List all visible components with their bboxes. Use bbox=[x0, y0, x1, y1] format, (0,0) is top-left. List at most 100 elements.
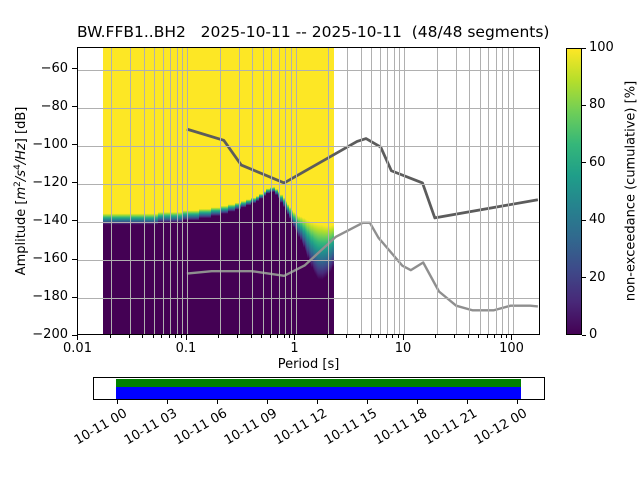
ppsd-histogram-column bbox=[241, 48, 247, 334]
grid-line-vertical bbox=[502, 48, 503, 334]
x-tick-label: 0.1 bbox=[175, 341, 197, 356]
ppsd-histogram-column bbox=[251, 48, 257, 334]
grid-line-vertical bbox=[379, 48, 381, 334]
y-tick-label: −200 bbox=[32, 327, 68, 342]
x-minor-tick-mark bbox=[109, 335, 111, 338]
grid-line-horizontal bbox=[78, 221, 539, 223]
x-minor-tick-mark bbox=[500, 335, 502, 338]
grid-line-horizontal bbox=[78, 107, 539, 109]
x-minor-tick-mark bbox=[486, 335, 488, 338]
x-tick-mark bbox=[511, 335, 512, 340]
grid-line-vertical bbox=[252, 48, 254, 334]
ppsd-histogram-layer bbox=[78, 48, 539, 334]
ppsd-histogram-column bbox=[311, 48, 314, 334]
grid-line-vertical bbox=[393, 48, 395, 334]
grid-line-vertical bbox=[182, 48, 183, 334]
ppsd-histogram-column bbox=[285, 48, 288, 334]
y-tick-mark bbox=[72, 334, 77, 336]
x-minor-tick-mark bbox=[250, 335, 252, 338]
grid-line-vertical bbox=[387, 48, 389, 334]
grid-line-vertical bbox=[512, 48, 514, 334]
colorbar-label: non-exceedance (cumulative) [%] bbox=[623, 80, 639, 302]
x-minor-tick-mark bbox=[392, 335, 393, 338]
colorbar-tick-mark bbox=[582, 219, 586, 221]
x-minor-tick-mark bbox=[467, 335, 469, 338]
ppsd-histogram-column bbox=[323, 48, 325, 334]
ppsd-histogram-column bbox=[313, 48, 316, 334]
x-minor-tick-mark bbox=[494, 335, 496, 338]
ppsd-histogram-column bbox=[182, 48, 200, 334]
nhnm-line bbox=[186, 127, 539, 220]
x-minor-tick-mark bbox=[378, 335, 380, 338]
grid-line-vertical bbox=[469, 48, 471, 334]
x-tick-mark bbox=[77, 335, 78, 340]
ppsd-histogram-column bbox=[287, 48, 290, 334]
colorbar-tick-mark bbox=[582, 334, 586, 336]
timeline-tick-label: 10-11 06 bbox=[171, 406, 230, 449]
y-tick-label: −80 bbox=[40, 98, 68, 114]
grid-line-vertical bbox=[479, 48, 481, 334]
y-tick-mark bbox=[72, 182, 77, 184]
timeline-tick-mark bbox=[217, 400, 218, 404]
timeline-tick-mark bbox=[417, 400, 418, 404]
timeline-tick-mark bbox=[517, 400, 518, 404]
x-minor-tick-mark bbox=[261, 335, 263, 338]
grid-line-vertical bbox=[328, 48, 330, 334]
colorbar-tick-label: 20 bbox=[589, 269, 606, 285]
ppsd-histogram-column bbox=[308, 48, 311, 334]
grid-line-vertical bbox=[488, 48, 490, 334]
ppsd-histogram-column bbox=[293, 48, 296, 334]
ppsd-histogram-column bbox=[326, 48, 328, 334]
ppsd-histogram-column bbox=[228, 48, 236, 334]
x-minor-tick-mark bbox=[326, 335, 328, 338]
plot-title: BW.FFB1..BH2 2025-10-11 -- 2025-10-11 (4… bbox=[77, 23, 550, 41]
grid-line-vertical bbox=[371, 48, 373, 334]
ppsd-histogram-column bbox=[321, 48, 324, 334]
ppsd-histogram-column bbox=[296, 48, 299, 334]
grid-line-vertical bbox=[262, 48, 264, 334]
grid-line-horizontal bbox=[78, 183, 539, 185]
x-minor-tick-mark bbox=[277, 335, 279, 338]
timeline-tick-label: 10-11 03 bbox=[121, 406, 180, 449]
noise-model-layer bbox=[186, 127, 539, 312]
x-minor-tick-mark bbox=[269, 335, 271, 338]
x-axis-label: Period [s] bbox=[277, 357, 340, 372]
ppsd-histogram-column bbox=[312, 48, 315, 334]
timeline-tick-mark bbox=[367, 400, 368, 404]
grid-line-horizontal bbox=[78, 298, 539, 299]
y-tick-label: −140 bbox=[32, 212, 68, 228]
grid-line-vertical bbox=[271, 48, 273, 334]
y-tick-mark bbox=[72, 296, 77, 298]
colorbar-tick-mark bbox=[582, 277, 586, 279]
timeline-tick-label: 10-11 12 bbox=[271, 406, 330, 449]
grid-line-vertical bbox=[285, 48, 286, 334]
y-tick-label: −120 bbox=[32, 174, 68, 190]
timeline-extent-bar bbox=[116, 387, 521, 399]
ppsd-histogram-column bbox=[266, 48, 271, 334]
ppsd-histogram-column bbox=[246, 48, 252, 334]
x-minor-tick-mark bbox=[369, 335, 371, 338]
ppsd-histogram-column bbox=[331, 48, 333, 334]
timeline-tick-label: 10-11 18 bbox=[371, 406, 430, 449]
x-tick-label: 100 bbox=[499, 341, 524, 356]
timeline-tick-label: 10-12 00 bbox=[471, 406, 530, 449]
x-minor-tick-mark bbox=[435, 335, 437, 338]
timeline-tick-mark bbox=[267, 400, 268, 404]
timeline-coverage-bar bbox=[116, 379, 521, 387]
ppsd-histogram-column bbox=[329, 48, 332, 334]
grid-line-vertical bbox=[154, 48, 156, 334]
ppsd-histogram-column bbox=[275, 48, 279, 334]
colorbar-tick-mark bbox=[582, 162, 586, 164]
grid-line-vertical bbox=[404, 48, 405, 334]
grid-line-vertical bbox=[507, 48, 509, 334]
grid-line-vertical bbox=[495, 48, 497, 334]
timeline-tick-label: 10-11 15 bbox=[321, 406, 380, 449]
colorbar-tick-mark bbox=[582, 47, 586, 49]
y-tick-label: −100 bbox=[32, 136, 68, 152]
timeline-tick-mark bbox=[167, 400, 168, 404]
ppsd-histogram-column bbox=[314, 48, 317, 334]
grid-line-vertical bbox=[347, 48, 349, 334]
ppsd-histogram-column bbox=[300, 48, 303, 334]
x-minor-tick-mark bbox=[161, 335, 163, 338]
